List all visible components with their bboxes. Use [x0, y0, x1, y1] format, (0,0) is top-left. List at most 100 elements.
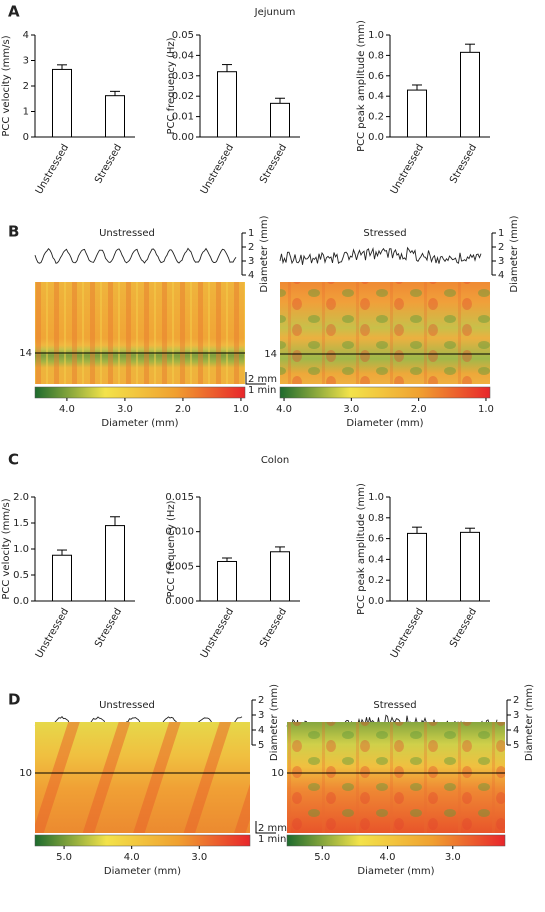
trace-tick-label: 4 — [258, 725, 264, 736]
trace-axis-label: Diameter (mm) — [524, 684, 535, 761]
section-title: Jejunum — [254, 7, 296, 18]
trace-tick-label: 5 — [258, 740, 264, 751]
bar — [52, 554, 72, 602]
y-tick-label: 0.6 — [368, 534, 384, 545]
colorbar — [34, 834, 251, 847]
panel-label: D — [8, 691, 20, 709]
y-axis-label: PCC frequency (Hz) — [166, 500, 177, 597]
map-title: Unstressed — [99, 700, 155, 711]
bar — [270, 102, 290, 138]
x-tick-label: Unstressed — [199, 607, 236, 661]
bar — [270, 551, 290, 602]
bar — [105, 95, 125, 138]
y-tick-label: 0.4 — [368, 554, 384, 565]
y-tick-label: 0.015 — [165, 492, 194, 503]
colorbar-tick-label: 4.0 — [59, 404, 75, 415]
y-tick-label: 1.0 — [13, 544, 29, 555]
trace-tick-label: 1 — [498, 228, 504, 239]
colorbar-tick-label: 5.0 — [56, 852, 72, 863]
trace-tick-label: 4 — [498, 270, 504, 281]
scale-bar-label: 1 min — [258, 834, 286, 845]
map-title: Stressed — [363, 228, 406, 239]
x-axis-label: Diameter (mm) — [104, 866, 181, 877]
y-tick-label: 0.005 — [165, 561, 194, 572]
trace-axis-label: Diameter (mm) — [509, 215, 520, 292]
trace-tick-label: 4 — [248, 270, 254, 281]
colorbar-tick-label: 1.0 — [233, 404, 249, 415]
y-axis-label: PCC velocity (mm/s) — [1, 498, 12, 599]
x-tick-label: Stressed — [93, 143, 124, 186]
y-tick-label: 0.010 — [165, 527, 194, 538]
x-tick-label: Stressed — [258, 143, 289, 186]
colorbar-tick-label: 2.0 — [175, 404, 191, 415]
scale-bar-label: 2 mm — [258, 823, 287, 834]
trace-tick-label: 3 — [248, 256, 254, 267]
y-tick-label: 0.02 — [172, 91, 194, 102]
y-tick-label: 0.5 — [13, 570, 29, 581]
colorbar-tick-label: 4.0 — [276, 404, 292, 415]
panel-label: B — [8, 223, 19, 241]
scale-bar — [255, 821, 276, 834]
y-tick-label: 0.0 — [368, 132, 384, 143]
colorbar-tick-label: 4.0 — [124, 852, 140, 863]
colorbar — [34, 386, 246, 399]
bar — [217, 71, 237, 138]
y-tick-label: 1.0 — [368, 492, 384, 503]
colorbar-tick-label: 3.0 — [117, 404, 133, 415]
y-tick-label: 0.05 — [172, 30, 194, 41]
trace-tick-label: 3 — [258, 710, 264, 721]
colorbar-tick-label: 1.0 — [478, 404, 494, 415]
map-row-label: 10 — [271, 768, 284, 779]
x-axis-label: Diameter (mm) — [357, 866, 434, 877]
colorbar-tick-label: 5.0 — [314, 852, 330, 863]
bar — [460, 51, 480, 138]
panel-label: C — [8, 451, 19, 469]
x-axis-label: Diameter (mm) — [101, 418, 178, 429]
colorbar-tick-label: 3.0 — [191, 852, 207, 863]
y-tick-label: 2.0 — [13, 492, 29, 503]
y-tick-label: 1.0 — [368, 30, 384, 41]
y-tick-label: 0.01 — [172, 112, 194, 123]
bar — [105, 525, 125, 602]
map-texture — [35, 282, 245, 384]
colorbar-tick-label: 3.0 — [445, 852, 461, 863]
trace-tick-label: 2 — [258, 695, 264, 706]
y-tick-label: 0 — [23, 132, 29, 143]
scale-bar — [245, 372, 266, 385]
x-tick-label: Stressed — [448, 607, 479, 650]
x-tick-label: Unstressed — [199, 143, 236, 197]
y-axis-label: PCC peak amplitude (mm) — [356, 20, 367, 152]
y-tick-label: 0.04 — [172, 50, 194, 61]
y-tick-label: 1.5 — [13, 518, 29, 529]
bar — [407, 532, 427, 602]
map-row-label: 10 — [19, 768, 32, 779]
x-tick-label: Stressed — [448, 143, 479, 186]
bar — [460, 531, 480, 602]
bar — [52, 68, 72, 138]
y-tick-label: 0.000 — [165, 596, 194, 607]
trace-tick-label: 2 — [498, 242, 504, 253]
y-axis-label: PCC frequency (Hz) — [166, 37, 177, 134]
y-tick-label: 0.00 — [172, 132, 194, 143]
map-row-label: 14 — [264, 349, 277, 360]
colorbar — [286, 834, 506, 847]
y-tick-label: 0.8 — [368, 513, 384, 524]
colorbar-tick-label: 4.0 — [380, 852, 396, 863]
trace-axis-label: Diameter (mm) — [259, 215, 270, 292]
panel-label: A — [8, 3, 20, 21]
scale-bar-label: 2 mm — [248, 374, 277, 385]
y-tick-label: 0.8 — [368, 50, 384, 61]
trace-tick-label: 3 — [498, 256, 504, 267]
map-texture — [280, 282, 490, 384]
y-tick-label: 0.0 — [368, 596, 384, 607]
colorbar-tick-label: 2.0 — [411, 404, 427, 415]
trace-axis-label: Diameter (mm) — [269, 684, 280, 761]
map-title: Stressed — [373, 700, 416, 711]
y-tick-label: 0.2 — [368, 575, 384, 586]
y-tick-label: 2 — [23, 81, 29, 92]
x-tick-label: Unstressed — [389, 607, 426, 661]
y-tick-label: 0.0 — [13, 596, 29, 607]
scale-bar-label: 1 min — [248, 385, 276, 396]
